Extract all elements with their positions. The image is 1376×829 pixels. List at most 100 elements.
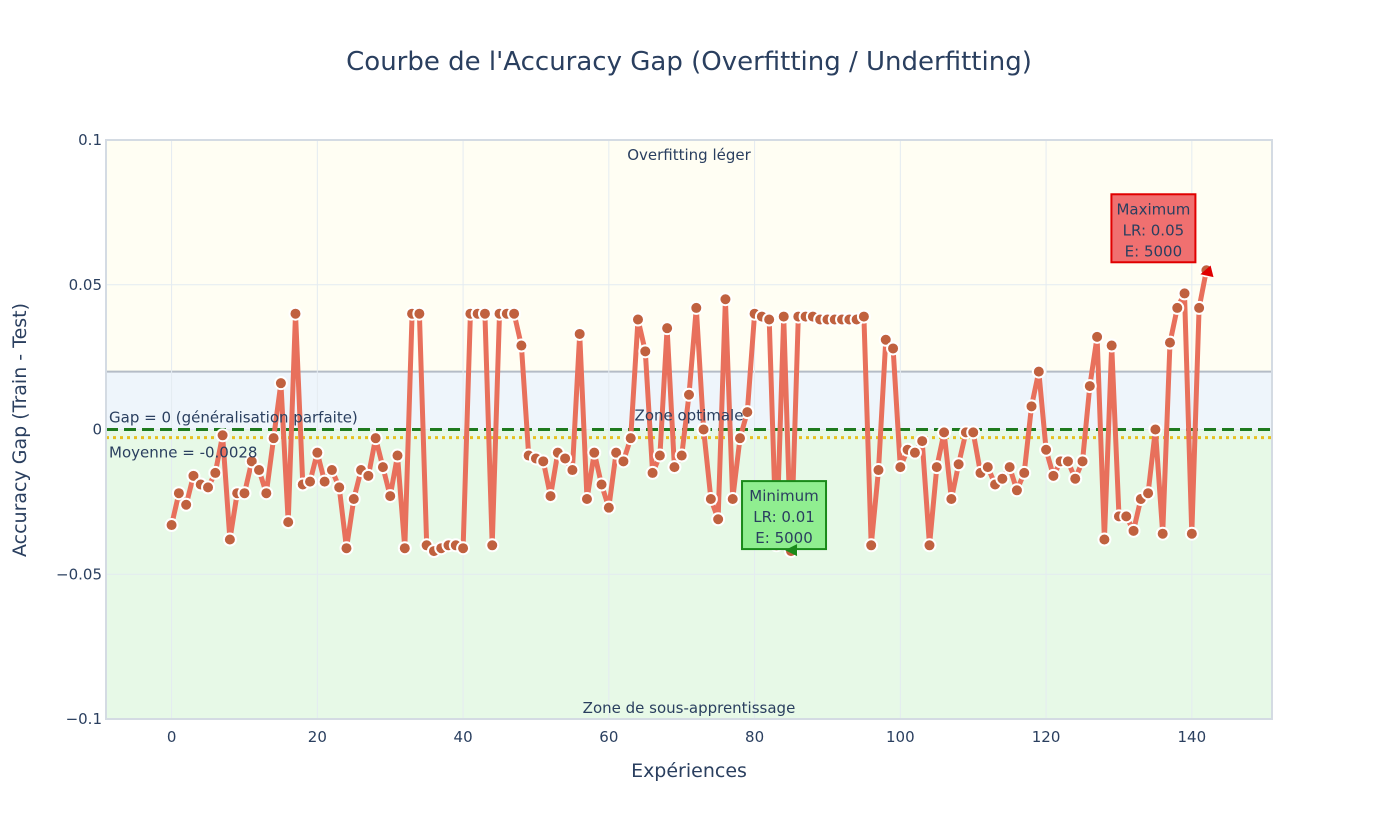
y-tick-label: −0.1 (66, 710, 102, 728)
data-point (886, 341, 901, 356)
data-point (1002, 460, 1017, 475)
data-point (324, 463, 339, 478)
minimum-text-line: LR: 0.01 (753, 508, 815, 526)
data-point (1090, 329, 1105, 344)
data-point (1068, 471, 1083, 486)
x-tick-label: 60 (599, 728, 618, 746)
data-point (485, 538, 500, 553)
data-point (303, 474, 318, 489)
data-point (1119, 509, 1134, 524)
maximum-arrow (1200, 265, 1214, 278)
x-tick-label: 80 (745, 728, 764, 746)
data-point (652, 448, 667, 463)
data-point (966, 425, 981, 440)
data-point (660, 321, 675, 336)
data-point (733, 431, 748, 446)
data-point (871, 463, 886, 478)
data-point (980, 460, 995, 475)
data-point (878, 332, 893, 347)
x-tick-label: 140 (1178, 728, 1207, 746)
data-point (740, 405, 755, 420)
data-point (667, 460, 682, 475)
data-point (390, 448, 405, 463)
data-point (201, 480, 216, 495)
data-point (215, 428, 230, 443)
data-point (907, 445, 922, 460)
data-point (339, 541, 354, 556)
data-point (397, 541, 412, 556)
zone-label-2: Zone de sous-apprentissage (583, 699, 796, 717)
data-point (689, 300, 704, 315)
data-point (252, 463, 267, 478)
data-point (703, 491, 718, 506)
data-point (237, 486, 252, 501)
data-point (864, 538, 879, 553)
data-point (222, 532, 237, 547)
maximum-box (1110, 193, 1197, 264)
data-point (244, 454, 259, 469)
data-point (1177, 286, 1192, 301)
data-point (1162, 335, 1177, 350)
x-ticks: 0 20 40 60 80 100 120 140 (167, 728, 1206, 746)
data-point (514, 338, 529, 353)
data-point (579, 491, 594, 506)
reference-lines-layer (106, 428, 1272, 440)
data-point (1126, 523, 1141, 538)
data-point (776, 309, 791, 324)
data-point (1017, 465, 1032, 480)
data-point (609, 445, 624, 460)
x-tick-label: 20 (308, 728, 327, 746)
data-point (1075, 454, 1090, 469)
data-point (179, 497, 194, 512)
data-point (1060, 454, 1075, 469)
data-point (1155, 526, 1170, 541)
annotations-layer: Maximum LR: 0.05 E: 5000 Minimum LR: 0.01 E: … (741, 193, 1214, 557)
data-point (951, 457, 966, 472)
data-point (317, 474, 332, 489)
data-point (375, 460, 390, 475)
data-point (674, 448, 689, 463)
y-ticks: 0.1 0.05 0 −0.05 −0.1 (56, 131, 102, 728)
data-point (565, 463, 580, 478)
data-point (281, 515, 296, 530)
data-point (572, 326, 587, 341)
reference-label-0: Gap = 0 (généralisation parfaite) (109, 409, 358, 427)
data-point (543, 489, 558, 504)
y-tick-label: 0.1 (78, 131, 102, 149)
zone-label-1: Zone optimale (635, 407, 744, 425)
zone-band-0 (106, 140, 1272, 372)
y-tick-label: 0 (92, 421, 102, 439)
data-point (1024, 399, 1039, 414)
minimum-text-line: Minimum (749, 487, 819, 505)
data-point (332, 480, 347, 495)
data-point (718, 292, 733, 307)
data-point (1046, 468, 1061, 483)
data-point (1184, 526, 1199, 541)
chart-title: Courbe de l'Accuracy Gap (Overfitting / … (346, 47, 1032, 77)
data-point (266, 431, 281, 446)
data-point (288, 306, 303, 321)
data-point (638, 344, 653, 359)
data-point (995, 471, 1010, 486)
data-point (507, 306, 522, 321)
data-point (208, 465, 223, 480)
data-point (915, 434, 930, 449)
data-point (1192, 300, 1207, 315)
data-point (361, 468, 376, 483)
minimum-annotation: Minimum LR: 0.01 E: 5000 (741, 480, 828, 557)
x-axis-title: Expériences (631, 760, 747, 782)
data-point (456, 541, 471, 556)
data-point (383, 489, 398, 504)
data-point (1009, 483, 1024, 498)
data-point (368, 431, 383, 446)
data-point (412, 306, 427, 321)
minimum-text-line: E: 5000 (755, 529, 812, 547)
data-point (725, 491, 740, 506)
x-tick-label: 0 (167, 728, 177, 746)
y-axis-title: Accuracy Gap (Train - Test) (9, 303, 31, 557)
data-point (616, 454, 631, 469)
data-point (186, 468, 201, 483)
minimum-box (741, 480, 828, 551)
reference-label-1: Moyenne = -0.0028 (109, 444, 257, 462)
data-point (682, 387, 696, 402)
